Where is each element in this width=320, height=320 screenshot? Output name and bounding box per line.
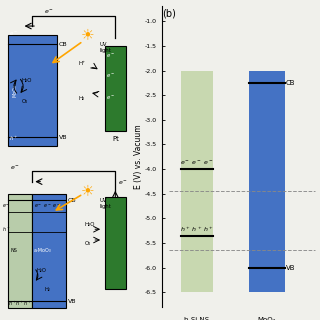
Text: CB: CB: [286, 80, 295, 86]
Text: $h^+$ $h^+$ $h^+$: $h^+$ $h^+$ $h^+$: [180, 225, 214, 234]
Text: CB: CB: [59, 42, 67, 47]
Text: Pt: Pt: [112, 136, 119, 142]
Text: UV
light: UV light: [100, 198, 112, 209]
Text: $e^-$: $e^-$: [118, 179, 129, 187]
Text: $e^-$: $e^-$: [106, 52, 115, 60]
Y-axis label: E (V) vs. Vacuum: E (V) vs. Vacuum: [134, 124, 143, 189]
Text: H₂O: H₂O: [22, 78, 32, 83]
Bar: [105, 46, 126, 131]
Text: ☀: ☀: [81, 28, 94, 43]
Text: $h^+$: $h^+$: [9, 134, 19, 143]
Text: ☀: ☀: [81, 183, 94, 198]
Text: $e^-$: $e^-$: [10, 164, 20, 172]
Text: H₂: H₂: [78, 96, 85, 101]
Bar: [32, 194, 66, 308]
Bar: [8, 194, 32, 308]
Text: H⁺: H⁺: [78, 61, 85, 66]
Text: $e^-$ $e^-$ $e^-$: $e^-$ $e^-$ $e^-$: [34, 203, 60, 210]
Text: $e^-$: $e^-$: [106, 94, 115, 102]
Text: VB: VB: [68, 299, 76, 304]
Text: VB: VB: [286, 265, 295, 271]
Text: MoO₃: MoO₃: [12, 84, 17, 97]
Text: O₂: O₂: [22, 99, 28, 104]
Text: H₂O: H₂O: [84, 222, 95, 227]
Text: $e^-$: $e^-$: [106, 72, 115, 80]
Text: VB: VB: [59, 135, 67, 140]
Text: UV
light: UV light: [100, 42, 112, 52]
Text: $e^-$: $e^-$: [2, 203, 10, 210]
Text: $h^+h^+h^+$: $h^+h^+h^+$: [8, 299, 32, 308]
Bar: [250, 70, 284, 292]
Bar: [105, 197, 126, 289]
Text: NS: NS: [11, 248, 18, 253]
Text: H₂: H₂: [45, 287, 51, 292]
Text: $e^-$: $e^-$: [44, 9, 54, 16]
Text: $h^+$: $h^+$: [2, 225, 10, 234]
Text: (b): (b): [162, 9, 176, 19]
Text: a-MoO₃: a-MoO₃: [34, 248, 52, 253]
Text: H₂O: H₂O: [37, 268, 47, 273]
Text: CB: CB: [68, 197, 76, 203]
Text: $e^-$ $e^-$ $e^-$: $e^-$ $e^-$ $e^-$: [180, 159, 213, 167]
Text: $e^-$: $e^-$: [9, 30, 19, 38]
Bar: [8, 35, 57, 146]
Bar: [180, 70, 213, 292]
Text: O₂: O₂: [84, 241, 91, 245]
